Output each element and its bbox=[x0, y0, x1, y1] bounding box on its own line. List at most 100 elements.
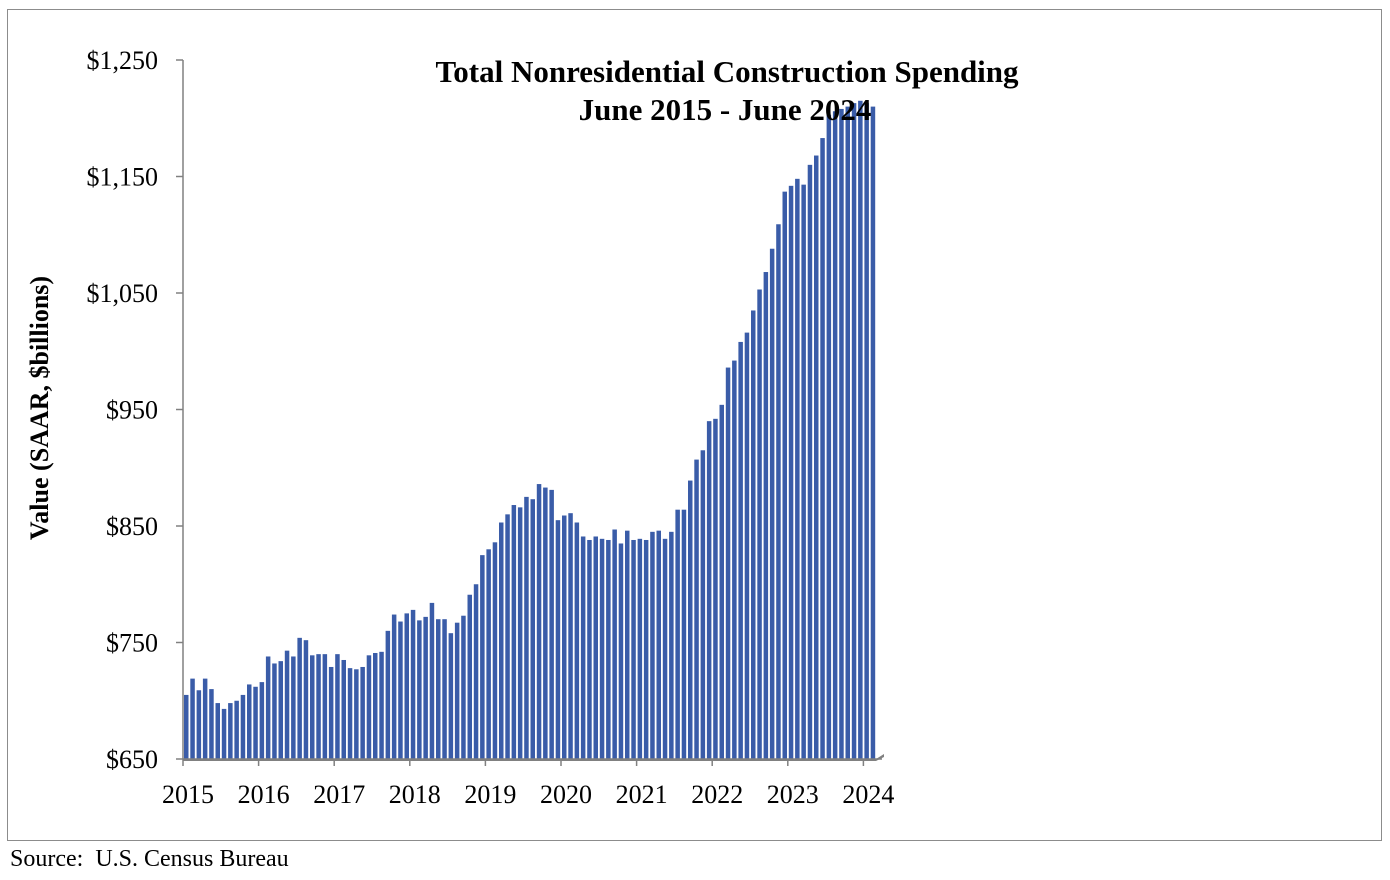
bar bbox=[593, 536, 598, 759]
y-ticks-layer: $650 $750 $850 $950 $1,050 $1,150 $1,250 bbox=[87, 46, 183, 774]
bar bbox=[574, 522, 580, 759]
y-tick-label: $650 bbox=[106, 745, 158, 774]
bar bbox=[637, 538, 643, 759]
bar bbox=[253, 686, 258, 759]
bar bbox=[184, 694, 189, 759]
bar bbox=[757, 289, 762, 759]
bar bbox=[870, 106, 876, 760]
bar bbox=[410, 609, 416, 759]
bars-layer bbox=[184, 100, 876, 760]
bar bbox=[820, 138, 825, 759]
bar bbox=[196, 690, 202, 759]
bar bbox=[259, 682, 265, 759]
bar bbox=[322, 654, 328, 759]
bar bbox=[467, 594, 472, 759]
x-tick-label: 2018 bbox=[389, 780, 441, 809]
bar bbox=[643, 539, 649, 759]
y-tick-label: $750 bbox=[106, 629, 158, 658]
bar bbox=[839, 108, 844, 760]
bar bbox=[442, 619, 447, 759]
bar bbox=[234, 700, 239, 759]
y-tick-label: $850 bbox=[106, 512, 158, 541]
bar bbox=[423, 616, 428, 759]
bar bbox=[858, 100, 863, 759]
bar bbox=[864, 103, 869, 760]
bar bbox=[744, 332, 750, 759]
bar bbox=[499, 522, 504, 759]
bar bbox=[373, 652, 378, 759]
bar bbox=[391, 614, 397, 759]
chart-subtitle: June 2015 - June 2024 bbox=[579, 92, 872, 127]
y-tick-label: $1,150 bbox=[87, 163, 159, 192]
bar bbox=[618, 543, 624, 759]
bar bbox=[713, 418, 718, 759]
bar bbox=[486, 549, 491, 759]
bar bbox=[492, 542, 498, 759]
bar bbox=[215, 703, 220, 759]
bar bbox=[347, 668, 353, 759]
bar bbox=[328, 666, 334, 759]
bar bbox=[354, 669, 359, 759]
bar bbox=[278, 661, 283, 759]
bar bbox=[265, 656, 271, 759]
bar bbox=[448, 633, 454, 759]
bar bbox=[656, 530, 661, 759]
x-tick-label: 2021 bbox=[616, 780, 668, 809]
bar bbox=[272, 663, 277, 759]
x-ticks-layer: 2015 2016 2017 2018 2019 2020 2021 2022 2023 2024 bbox=[162, 759, 894, 809]
x-tick-label: 2015 bbox=[162, 780, 214, 809]
bar bbox=[385, 630, 391, 759]
x-tick-label: 2023 bbox=[767, 780, 819, 809]
bar bbox=[398, 621, 403, 759]
bar bbox=[429, 602, 435, 759]
bar bbox=[694, 459, 699, 759]
bar bbox=[536, 484, 542, 759]
bar bbox=[776, 224, 781, 759]
y-tick-label: $950 bbox=[106, 396, 158, 425]
chart-title: Total Nonresidential Construction Spendi… bbox=[435, 54, 1019, 89]
bar bbox=[769, 248, 775, 760]
bar bbox=[612, 529, 617, 759]
bar bbox=[801, 184, 806, 759]
bar bbox=[599, 538, 605, 759]
chart-frame bbox=[7, 9, 1382, 841]
bar bbox=[625, 530, 630, 759]
bar bbox=[549, 489, 554, 759]
bar bbox=[316, 654, 321, 759]
y-axis-title: Value (SAAR, $billions) bbox=[25, 276, 54, 540]
bar bbox=[562, 515, 567, 759]
bar bbox=[681, 509, 687, 759]
bar bbox=[606, 539, 611, 759]
bar bbox=[814, 155, 819, 759]
bar bbox=[209, 689, 214, 759]
bar bbox=[845, 106, 850, 760]
bar bbox=[461, 615, 466, 759]
x-tick-label: 2019 bbox=[464, 780, 516, 809]
bar bbox=[706, 421, 712, 759]
bar bbox=[505, 514, 510, 759]
bar bbox=[303, 640, 309, 759]
bar bbox=[763, 272, 769, 759]
bar bbox=[631, 539, 636, 759]
bar bbox=[190, 678, 195, 759]
source-note: Source: U.S. Census Bureau bbox=[10, 846, 289, 872]
bar bbox=[297, 637, 302, 759]
bar bbox=[662, 538, 668, 759]
bar bbox=[700, 450, 706, 759]
bar bbox=[555, 520, 561, 759]
bar bbox=[795, 178, 800, 759]
bar bbox=[511, 505, 517, 759]
y-tick-label: $1,050 bbox=[87, 279, 159, 308]
bar bbox=[517, 507, 523, 759]
bar bbox=[580, 536, 586, 759]
bar bbox=[543, 487, 548, 759]
bar bbox=[247, 684, 252, 759]
bar bbox=[335, 654, 340, 759]
bar bbox=[454, 622, 460, 759]
bar bbox=[524, 496, 529, 760]
x-tick-label: 2022 bbox=[691, 780, 743, 809]
bar bbox=[379, 651, 384, 759]
bar bbox=[725, 367, 731, 759]
x-tick-label: 2020 bbox=[540, 780, 592, 809]
bar bbox=[366, 655, 372, 759]
